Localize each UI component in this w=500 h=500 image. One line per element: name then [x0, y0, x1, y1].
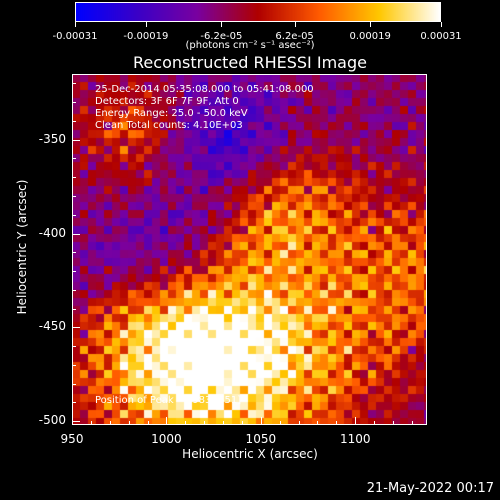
x-minor-tick [411, 421, 413, 425]
y-tick-mark [72, 139, 80, 141]
y-minor-tick [72, 83, 76, 85]
y-minor-tick [72, 271, 76, 273]
y-minor-tick [72, 364, 76, 366]
y-minor-tick [72, 158, 76, 160]
y-tick-label: -500 [38, 413, 66, 428]
annotation-peak: Position of Peak = [983,-451] [95, 395, 242, 406]
y-minor-tick [72, 421, 76, 423]
x-tick-label: 1050 [245, 432, 277, 446]
x-tick-label: 950 [60, 432, 84, 446]
x-minor-tick [166, 421, 168, 425]
x-minor-tick [223, 421, 225, 425]
y-tick-mark [72, 327, 80, 329]
colorbar-tick-label: 6.2e-05 [275, 31, 314, 42]
colorbar-tick-label: 0.00031 [420, 31, 462, 42]
x-minor-tick [279, 421, 281, 425]
x-minor-tick [109, 421, 111, 425]
x-minor-tick [204, 421, 206, 425]
colorbar-tick-mark [145, 22, 147, 27]
y-minor-tick [72, 289, 76, 291]
x-minor-tick [355, 421, 357, 425]
y-minor-tick [72, 102, 76, 104]
plot-area [72, 74, 427, 425]
y-minor-tick [72, 214, 76, 216]
y-tick-mark [72, 421, 80, 423]
colorbar-tick-label: 0.00019 [349, 31, 391, 42]
y-minor-tick [72, 327, 76, 329]
y-tick-label: -450 [38, 319, 66, 334]
x-minor-tick [241, 421, 243, 425]
colorbar-unit: (photons cm⁻² s⁻¹ asec⁻²) [185, 40, 315, 51]
annotation-energy-range: Energy Range: 25.0 - 50.0 keV [95, 108, 248, 119]
y-minor-tick [72, 252, 76, 254]
annotation-time-range: 25-Dec-2014 05:35:08.000 to 05:41:08.000 [95, 84, 314, 95]
colorbar-tick-label: -6.2e-05 [200, 31, 243, 42]
x-minor-tick [90, 421, 92, 425]
y-axis-title: Heliocentric Y (arcsec) [15, 179, 29, 315]
y-minor-tick [72, 402, 76, 404]
x-axis-title: Heliocentric X (arcsec) [182, 447, 318, 461]
chart-title: Reconstructed RHESSI Image [133, 53, 367, 72]
annotation-method-counts: Clean Total counts: 4.10E+03 [95, 120, 243, 131]
x-minor-tick [260, 421, 262, 425]
x-minor-tick [393, 421, 394, 425]
colorbar [75, 2, 441, 22]
x-minor-tick [336, 421, 338, 425]
y-minor-tick [72, 346, 76, 348]
y-minor-tick [72, 177, 76, 179]
x-tick-label: 1000 [151, 432, 182, 446]
annotation-detectors: Detectors: 3F 6F 7F 9F, Att 0 [95, 96, 239, 107]
colorbar-tick-label: -0.00019 [123, 31, 169, 42]
colorbar-tick-mark [75, 22, 76, 27]
colorbar-tick-mark [370, 22, 372, 27]
y-tick-label: -350 [38, 131, 66, 146]
x-minor-tick [374, 421, 376, 425]
x-tick-label: 1100 [339, 432, 371, 446]
y-minor-tick [72, 196, 76, 197]
colorbar-tick-mark [221, 22, 223, 27]
y-minor-tick [72, 233, 76, 235]
colorbar-tick-label: -0.00031 [52, 31, 98, 42]
x-minor-tick [185, 421, 187, 425]
colorbar-tick-mark [294, 22, 296, 27]
y-minor-tick [72, 308, 76, 310]
y-tick-label: -400 [38, 225, 66, 240]
x-minor-tick [317, 421, 319, 425]
y-minor-tick [72, 120, 76, 122]
y-minor-tick [72, 139, 76, 141]
colorbar-tick-mark [441, 22, 442, 27]
y-minor-tick [72, 383, 76, 385]
x-minor-tick [298, 421, 300, 425]
colorbar-ticks [75, 22, 442, 28]
x-tick-mark [72, 417, 73, 425]
x-minor-tick [128, 421, 130, 425]
footer-date: 21-May-2022 00:17 [366, 481, 494, 496]
x-minor-tick [147, 421, 149, 425]
y-tick-mark [72, 233, 80, 235]
heatmap-image [72, 74, 427, 425]
